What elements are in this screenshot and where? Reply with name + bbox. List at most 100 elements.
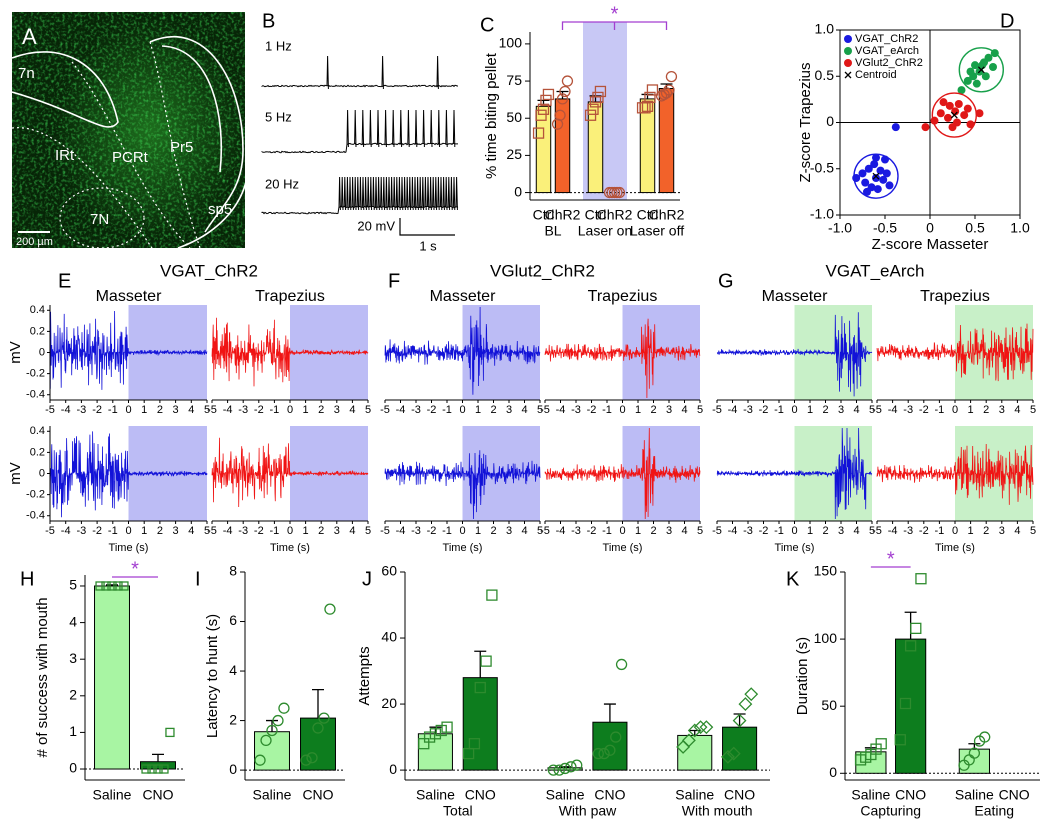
- x-tick-label: 5: [869, 404, 875, 416]
- panel-letter: I: [195, 568, 201, 590]
- x-tick-label: -2: [587, 525, 597, 537]
- data-point: [699, 720, 714, 735]
- data-point: [894, 734, 906, 746]
- panel-letter: A: [22, 24, 37, 49]
- x-tick-label: 3: [838, 525, 844, 537]
- borders: [12, 41, 201, 248]
- x-tick-label: -2: [759, 404, 769, 416]
- x-tick-label: -5: [380, 404, 390, 416]
- x-tick-label: 4: [681, 525, 687, 537]
- x-tick-label: 3: [838, 404, 844, 416]
- group-label: Laser off: [630, 223, 684, 239]
- x-tick-label: 0: [459, 404, 465, 416]
- y-tick-label: 8: [229, 563, 237, 579]
- data-point: [553, 764, 565, 776]
- chart-title: VGAT_eArch: [826, 261, 925, 280]
- data-point: [744, 687, 759, 702]
- cluster-outline: [931, 92, 977, 138]
- data-point: [565, 761, 577, 773]
- y-tick-label: 100: [814, 630, 838, 646]
- emg-trace: [716, 427, 873, 520]
- data-point: [646, 84, 659, 96]
- x-tick-label: 4: [188, 404, 194, 416]
- rate-label: 5 Hz: [265, 109, 292, 124]
- data-point: [968, 747, 981, 759]
- x-tick-label: 0: [287, 525, 293, 537]
- data-point: [592, 91, 604, 104]
- x-tick-label: 5: [1030, 525, 1036, 537]
- y-tick-label: 2: [69, 687, 77, 703]
- error-bar: [312, 688, 324, 719]
- x-tick-label: CNO: [895, 787, 926, 803]
- x-tick-label: Ctrl: [533, 207, 555, 223]
- data-point: [537, 103, 550, 115]
- x-tick-label: Saline: [416, 787, 455, 803]
- x-tick-label: Ctrl: [585, 207, 607, 223]
- x-axis-label: Time (s): [775, 542, 815, 554]
- outline-pr5-inner: [161, 45, 223, 173]
- data-point: [899, 697, 912, 710]
- significance-bracket: [561, 21, 668, 30]
- data-point: [665, 70, 678, 83]
- data-point: [547, 764, 560, 776]
- x-tick-label: -1: [774, 404, 784, 416]
- x-tick-label: -3: [903, 404, 913, 416]
- subplot-title: Masseter: [762, 288, 828, 305]
- x-tick-label: Saline: [546, 787, 585, 803]
- subplot-title: Masseter: [96, 288, 162, 305]
- legend-swatch: [844, 71, 852, 79]
- data-point: [682, 733, 696, 748]
- x-tick-label: Saline: [253, 787, 292, 803]
- cluster-outline: [853, 153, 899, 199]
- region-label: sp5: [208, 201, 232, 218]
- error-bar: [733, 713, 746, 728]
- y-tick-label: -0.4: [26, 510, 45, 522]
- data-point: [95, 581, 105, 591]
- x-tick-label: 0.5: [965, 220, 985, 236]
- y-tick-label: 0: [514, 183, 522, 199]
- x-tick-label: -2: [587, 404, 597, 416]
- x-tick-label: -1: [935, 525, 945, 537]
- data-point: [975, 109, 984, 118]
- data-point: [963, 104, 972, 113]
- data-point: [312, 722, 324, 734]
- subplot-title: Trapezius: [255, 288, 325, 305]
- y-tick-label: -0.2: [26, 489, 45, 501]
- y-axis-label: Attempts: [356, 646, 373, 705]
- x-tick-label: 4: [188, 525, 194, 537]
- x-tick-label: 5: [537, 404, 543, 416]
- x-axis-label: Time (s): [270, 542, 310, 554]
- x-tick-label: CNO: [142, 787, 173, 803]
- data-point: [957, 86, 966, 95]
- x-tick-label: -3: [571, 525, 581, 537]
- x-tick-label: 0: [459, 525, 465, 537]
- data-point: [559, 762, 571, 775]
- x-tick-label: 2: [650, 404, 656, 416]
- y-axis-label: Latency to hunt (s): [204, 614, 221, 738]
- data-point: [870, 160, 879, 169]
- panel-letter: K: [786, 568, 800, 590]
- x-tick-label: -3: [743, 525, 753, 537]
- error-bar: [603, 703, 616, 723]
- x-tick-label: 5: [204, 404, 210, 416]
- bar: [658, 87, 675, 194]
- y-tick-label: 1.0: [815, 21, 835, 37]
- data-point: [423, 731, 436, 743]
- data-point: [540, 94, 552, 107]
- x-tick-label: 3: [999, 525, 1005, 537]
- x-tick-label: 0: [791, 525, 797, 537]
- data-point: [266, 724, 278, 737]
- error-bar: [559, 766, 572, 768]
- group-label: Capturing: [860, 803, 921, 819]
- subplot-title: Trapezius: [920, 288, 990, 305]
- x-tick-label: Saline: [675, 787, 714, 803]
- bar: [94, 585, 130, 770]
- legend-label: VGAT_eArch: [855, 45, 919, 57]
- x-tick-label: 0: [619, 525, 625, 537]
- data-point: [872, 174, 880, 182]
- x-tick-label: -4: [556, 404, 566, 416]
- y-tick-label: 40: [381, 629, 397, 645]
- y-tick-label: 0.2: [30, 446, 45, 458]
- x-tick-label: 4: [521, 404, 527, 416]
- scale-label: 20 mV: [357, 218, 395, 233]
